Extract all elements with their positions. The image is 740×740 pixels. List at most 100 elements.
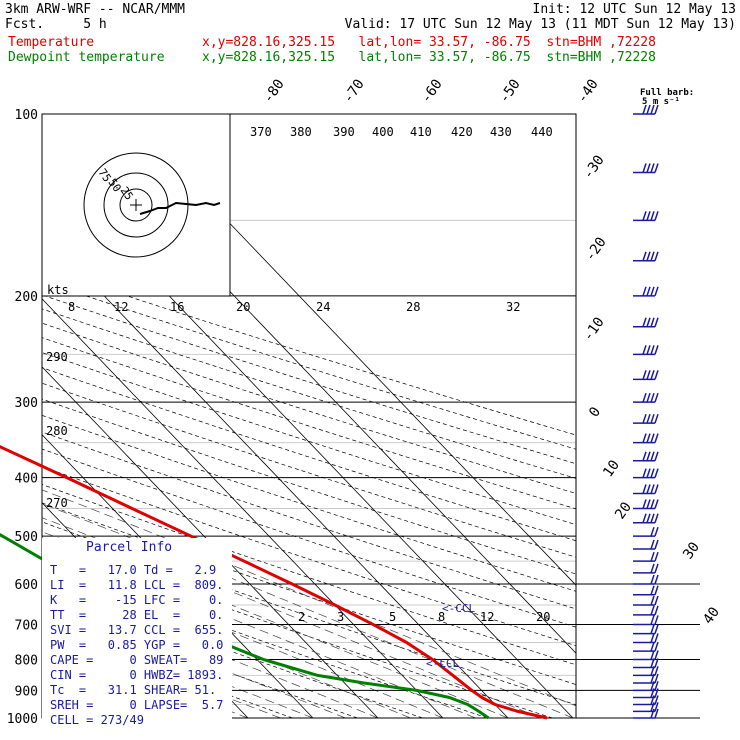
- barb-legend-line2: 5 m s⁻¹: [642, 97, 680, 107]
- pressure-tick-label: 1000: [7, 712, 38, 727]
- header-line2-right: Valid: 17 UTC Sun 12 May 13 (11 MDT Sun …: [344, 17, 736, 32]
- theta-label: 380: [290, 125, 312, 139]
- pressure-tick-label: 500: [15, 530, 38, 545]
- parcel-info-row: SREH = 0 LAPSE= 5.7: [50, 698, 224, 712]
- pressure-tick-label: 600: [15, 578, 38, 593]
- hodograph-ring-label: 25: [118, 184, 136, 202]
- wind-barb: [633, 585, 659, 596]
- wind-barb: [633, 104, 659, 115]
- isotherm-label: -30: [580, 152, 608, 182]
- hodograph-ring-label: 75: [96, 166, 114, 184]
- theta-label: 420: [451, 125, 473, 139]
- moist-adiabat: [42, 602, 346, 719]
- legend-temperature-label: Temperature: [8, 35, 95, 50]
- pressure-tick-label: 300: [15, 396, 38, 411]
- pressure-tick-label: 200: [15, 290, 38, 305]
- mixing-ratio-label: 3: [337, 610, 344, 624]
- isotherm-label: -10: [580, 314, 608, 344]
- hodograph-ring-label: 50: [106, 176, 124, 194]
- header-line1-left: 3km ARW-WRF -- NCAR/MMM: [5, 2, 186, 17]
- pressure-tick-label: 100: [15, 108, 38, 123]
- parcel-info-row: TT = 28 EL = 0.: [50, 608, 224, 622]
- isotherm-label: 10: [600, 457, 623, 480]
- speed-tick-label: 8: [68, 300, 75, 314]
- wind-barb: [633, 624, 659, 635]
- wind-barb: [633, 633, 659, 644]
- wind-barb: [633, 433, 659, 444]
- wind-barb: [633, 499, 659, 510]
- pressure-tick-label: 700: [15, 618, 38, 633]
- theta-e-label: 270: [46, 496, 68, 510]
- legend-dewpoint-location: x,y=828.16,325.15 lat,lon= 33.57, -86.75…: [202, 50, 656, 65]
- wind-barb: [633, 251, 659, 262]
- theta-e-label: 290: [46, 350, 68, 364]
- wind-barb: [633, 286, 659, 297]
- moist-adiabat: [42, 588, 379, 719]
- parcel-info-row: SVI = 13.7 CCL = 655.: [50, 623, 224, 637]
- isotherm-label: 30: [680, 539, 703, 562]
- isotherm-label: -70: [340, 76, 368, 106]
- isotherm-label: -40: [574, 76, 602, 106]
- wind-barb: [633, 595, 659, 606]
- dry-adiabat: [42, 541, 553, 719]
- parcel-info-row: CELL = 273/49: [50, 713, 144, 727]
- wind-barb: [633, 413, 659, 424]
- dry-adiabat: [42, 484, 576, 666]
- theta-label: 440: [531, 125, 553, 139]
- speed-tick-label: 20: [236, 300, 250, 314]
- pressure-tick-label: 400: [15, 472, 38, 487]
- parcel-info-row: Tc = 31.1 SHEAR= 51.: [50, 683, 217, 697]
- wind-barb: [633, 615, 659, 626]
- theta-label: 430: [490, 125, 512, 139]
- hodograph-ring: [119, 188, 153, 222]
- wind-barb: [633, 526, 659, 537]
- wind-barb: [633, 563, 659, 574]
- wind-barb: [633, 370, 659, 381]
- isotherm-label: -80: [260, 76, 288, 106]
- wind-barb: [633, 317, 659, 328]
- wind-barb: [633, 650, 659, 661]
- hodograph-ring: [103, 172, 169, 238]
- isotherm-label: 40: [700, 604, 723, 627]
- theta-e-label: 280: [46, 424, 68, 438]
- hodograph-trace: [139, 201, 221, 215]
- isotherm-label: -50: [496, 76, 524, 106]
- header-line1-right: Init: 12 UTC Sun 12 May 13: [532, 2, 737, 17]
- wind-barb: [633, 211, 659, 222]
- dry-adiabat: [42, 267, 576, 436]
- parcel-info-row: CIN = 0 HWBZ= 1893.: [50, 668, 224, 682]
- legend-dewpoint-label: Dewpoint temperature: [8, 50, 165, 65]
- wind-barb: [633, 513, 659, 524]
- level-marker-ccl: <-CCL: [442, 602, 475, 615]
- wind-barb: [633, 468, 659, 479]
- dry-adiabat: [42, 398, 576, 575]
- parcel-info-bg: [42, 538, 232, 728]
- wind-barb: [633, 574, 659, 585]
- speed-tick-label: 12: [114, 300, 128, 314]
- theta-label: 390: [333, 125, 355, 139]
- dry-adiabat: [42, 466, 576, 647]
- parcel-info-title: Parcel Info: [86, 540, 173, 555]
- parcel-info-row: T = 17.0 Td = 2.9: [50, 563, 217, 577]
- mixing-ratio-label: 5: [389, 610, 396, 624]
- wind-barb: [633, 551, 659, 562]
- dry-adiabat: [42, 280, 576, 450]
- wind-barb: [633, 451, 659, 462]
- pressure-tick-label: 800: [15, 653, 38, 668]
- parcel-info-row: CAPE = 0 SWEAT= 89: [50, 653, 224, 667]
- series-temperature: [0, 445, 548, 720]
- wind-barb: [633, 708, 659, 719]
- wind-barb: [633, 163, 659, 174]
- dry-adiabat: [42, 502, 576, 685]
- wind-barb: [633, 392, 659, 403]
- parcel-info-row: LI = 11.8 LCL = 809.: [50, 578, 224, 592]
- isotherm: [42, 366, 379, 719]
- level-marker-lcl: <-LCL: [426, 657, 459, 670]
- speed-tick-label: 28: [406, 300, 420, 314]
- parcel-info-row: K = -15 LFC = 0.: [50, 593, 224, 607]
- isotherm-label: 0: [586, 404, 604, 420]
- dry-adiabat: [42, 431, 576, 610]
- barb-legend-line1: Full barb:: [640, 88, 694, 98]
- hodograph-unit-label: kts: [47, 283, 69, 297]
